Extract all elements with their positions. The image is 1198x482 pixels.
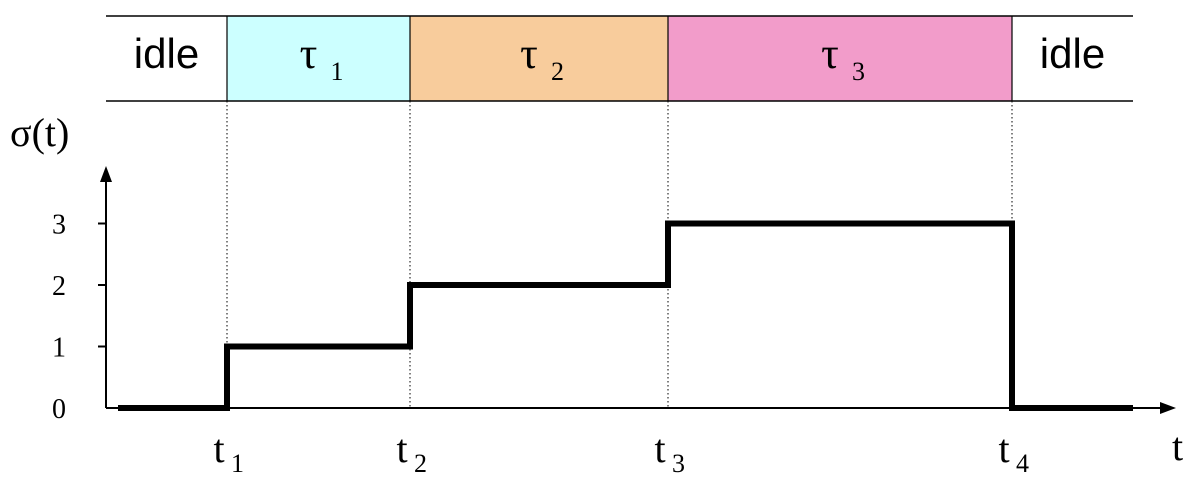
interval-segment: idle [106, 16, 227, 101]
time-marker-label: t [213, 426, 224, 471]
y-axis-label: σ(t) [10, 110, 69, 155]
interval-bar: idle τ 1 τ 2 τ 3 idle [106, 16, 1133, 101]
interval-label-sub: 3 [852, 57, 865, 86]
interval-fill [410, 16, 668, 101]
x-axis-arrow-icon [1160, 402, 1176, 414]
interval-label: idle [134, 30, 199, 77]
interval-label: idle [1040, 30, 1105, 77]
interval-segment: idle [1012, 16, 1133, 101]
time-marker-sub: 3 [672, 449, 685, 478]
interval-label: τ [520, 29, 538, 78]
interval-fill [227, 16, 410, 101]
y-ticks: 0 1 2 3 [52, 210, 106, 426]
y-tick-label: 3 [52, 210, 66, 241]
y-axis-arrow-icon [100, 166, 112, 182]
interval-label-sub: 1 [331, 57, 344, 86]
time-marker-label: t [998, 426, 1009, 471]
time-marker-sub: 4 [1016, 449, 1029, 478]
y-tick-label: 2 [52, 271, 66, 302]
guide-lines [227, 101, 1012, 408]
x-axis-label: t [1172, 424, 1183, 469]
time-marker-sub: 1 [231, 449, 244, 478]
interval-fill [668, 16, 1012, 101]
axes: σ(t) t [10, 110, 1183, 469]
time-marker-label: t [396, 426, 407, 471]
interval-label: τ [300, 29, 318, 78]
interval-label-sub: 2 [551, 57, 564, 86]
time-marker-label: t [654, 426, 665, 471]
interval-label: τ [821, 29, 839, 78]
y-tick-label: 1 [52, 333, 66, 364]
y-tick-label: 0 [52, 394, 66, 425]
sigma-step-series [118, 224, 1133, 409]
time-marker-sub: 2 [414, 449, 427, 478]
